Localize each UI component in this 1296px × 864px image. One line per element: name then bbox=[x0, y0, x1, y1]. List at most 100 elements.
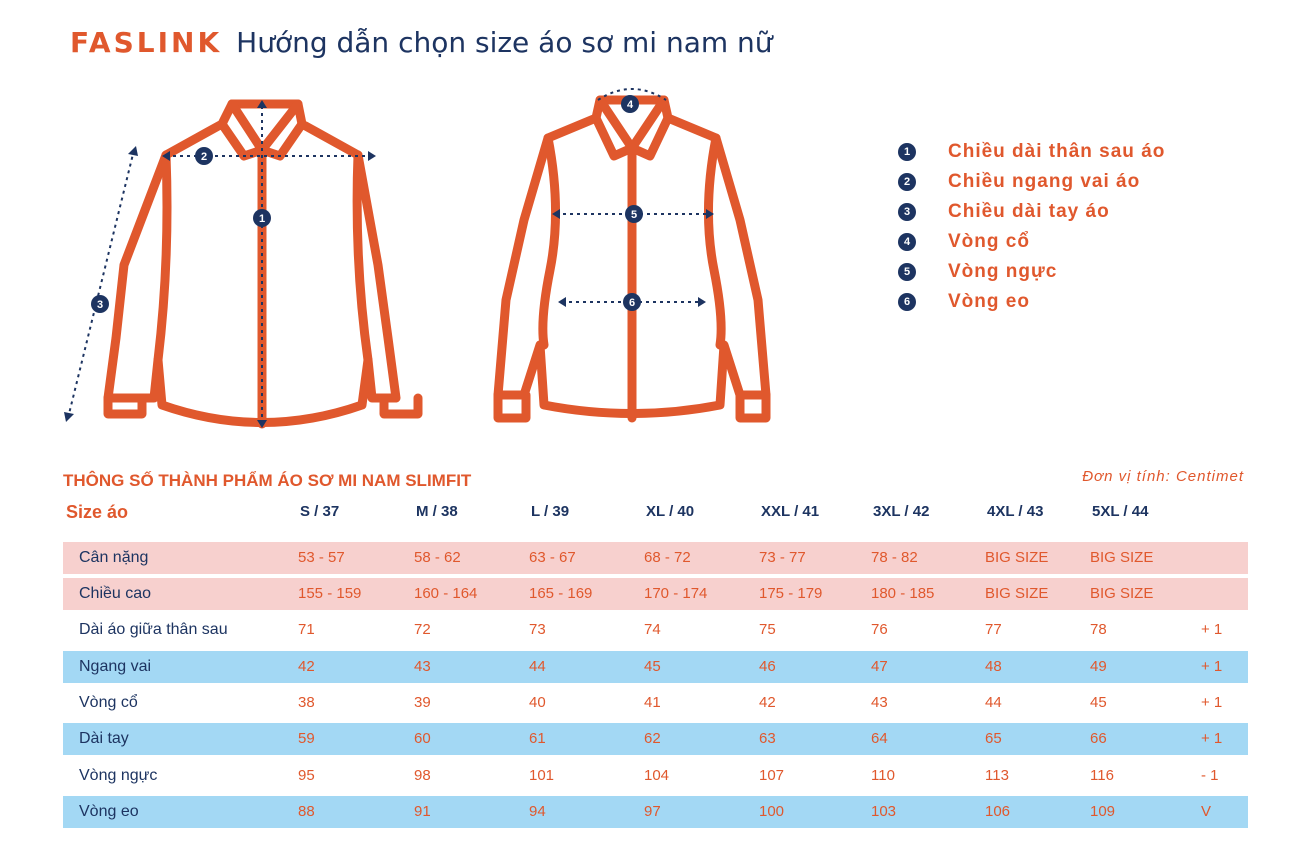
table-cell: 97 bbox=[644, 803, 661, 820]
tolerance-cell: + 1 bbox=[1201, 730, 1223, 747]
table-cell: BIG SIZE bbox=[985, 585, 1049, 602]
marker-1-icon: 1 bbox=[253, 209, 271, 227]
shirt-front-illustration bbox=[103, 99, 423, 429]
legend-number-icon: 5 bbox=[898, 263, 916, 281]
size-header-label: Size áo bbox=[66, 502, 129, 522]
marker-3-icon: 3 bbox=[91, 295, 109, 313]
tolerance-cell: + 1 bbox=[1201, 694, 1223, 711]
table-cell: 91 bbox=[414, 803, 431, 820]
legend-item: 6 Vòng eo bbox=[898, 287, 1165, 317]
table-cell: 47 bbox=[871, 658, 888, 675]
table-cell: 109 bbox=[1090, 803, 1116, 820]
row-label: Ngang vai bbox=[79, 658, 152, 675]
table-cell: 78 bbox=[1090, 621, 1107, 638]
table-cell: 42 bbox=[298, 658, 315, 675]
brand-logo: FASLINK bbox=[70, 26, 223, 59]
legend-number-icon: 4 bbox=[898, 233, 916, 251]
table-cell: 78 - 82 bbox=[871, 549, 918, 566]
table-cell: 100 bbox=[759, 803, 785, 820]
table-cell: 62 bbox=[644, 730, 661, 747]
table-cell: 63 bbox=[759, 730, 776, 747]
svg-text:5: 5 bbox=[631, 209, 637, 221]
table-cell: 160 - 164 bbox=[414, 585, 478, 602]
svg-text:4: 4 bbox=[627, 99, 634, 111]
table-cell: 180 - 185 bbox=[871, 585, 935, 602]
legend-label: Vòng cổ bbox=[948, 231, 1030, 252]
table-row: Dài áo giữa thân sau 71 72 73 74 75 76 77 78 + 1 bbox=[63, 614, 1248, 646]
tolerance-cell: - 1 bbox=[1201, 767, 1219, 784]
legend-item: 3 Chiều dài tay áo bbox=[898, 197, 1165, 227]
table-cell: 45 bbox=[644, 658, 661, 675]
table-cell: 175 - 179 bbox=[759, 585, 823, 602]
row-label: Vòng cổ bbox=[79, 694, 138, 711]
svg-text:6: 6 bbox=[629, 297, 635, 309]
size-header-row: Size áo S / 37 M / 38 L / 39 XL / 40 XXL / 4… bbox=[63, 496, 1248, 528]
table-cell: 59 bbox=[298, 730, 315, 747]
table-cell: 43 bbox=[871, 694, 888, 711]
marker-2-icon: 2 bbox=[195, 147, 213, 165]
table-cell: 72 bbox=[414, 621, 431, 638]
table-cell: 39 bbox=[414, 694, 431, 711]
legend-item: 2 Chiều ngang vai áo bbox=[898, 167, 1165, 197]
table-cell: 94 bbox=[529, 803, 546, 820]
table-cell: 110 bbox=[871, 767, 895, 784]
size-column-header: 3XL / 42 bbox=[873, 503, 930, 520]
table-cell: 58 - 62 bbox=[414, 549, 461, 566]
size-column-header: XL / 40 bbox=[646, 503, 695, 520]
table-cell: 63 - 67 bbox=[529, 549, 576, 566]
table-cell: 64 bbox=[871, 730, 888, 747]
legend-label: Vòng eo bbox=[948, 291, 1030, 312]
table-title: THÔNG SỐ THÀNH PHẨM ÁO SƠ MI NAM SLIMFIT bbox=[63, 471, 472, 490]
legend-item: 4 Vòng cổ bbox=[898, 227, 1165, 257]
page-title: Hướng dẫn chọn size áo sơ mi nam nữ bbox=[236, 26, 773, 59]
tolerance-cell: + 1 bbox=[1201, 621, 1223, 638]
table-cell: 107 bbox=[759, 767, 785, 784]
table-cell: 49 bbox=[1090, 658, 1107, 675]
table-cell: 68 - 72 bbox=[644, 549, 691, 566]
table-cell: 74 bbox=[644, 621, 661, 638]
measurement-markers: 1 2 3 4 5 6 bbox=[91, 95, 643, 313]
tolerance-cell: V bbox=[1201, 803, 1212, 820]
table-cell: 65 bbox=[985, 730, 1002, 747]
measurement-arrows bbox=[64, 100, 714, 428]
row-label: Dài tay bbox=[79, 730, 129, 747]
legend-item: 1 Chiều dài thân sau áo bbox=[898, 137, 1165, 167]
table-cell: 165 - 169 bbox=[529, 585, 593, 602]
table-cell: 71 bbox=[298, 621, 315, 638]
table-cell: 43 bbox=[414, 658, 431, 675]
legend-number-icon: 1 bbox=[898, 143, 916, 161]
size-column-header: 4XL / 43 bbox=[987, 503, 1044, 520]
table-cell: 101 bbox=[529, 767, 555, 784]
row-label: Dài áo giữa thân sau bbox=[79, 621, 228, 638]
table-row: Vòng ngực 95 98 101 104 107 110 113 116 - 1 bbox=[63, 760, 1248, 792]
table-row: Dài tay 59 60 61 62 63 64 65 66 + 1 bbox=[63, 723, 1248, 755]
table-cell: 88 bbox=[298, 803, 315, 820]
table-cell: 73 - 77 bbox=[759, 549, 806, 566]
table-cell: 46 bbox=[759, 658, 776, 675]
table-cell: 40 bbox=[529, 694, 546, 711]
row-label: Cân nặng bbox=[79, 549, 149, 566]
table-cell: 53 - 57 bbox=[298, 549, 345, 566]
legend-number-icon: 2 bbox=[898, 173, 916, 191]
table-cell: 42 bbox=[759, 694, 776, 711]
marker-6-icon: 6 bbox=[623, 293, 641, 311]
row-label: Vòng eo bbox=[79, 803, 139, 820]
table-cell: 76 bbox=[871, 621, 888, 638]
table-cell: 170 - 174 bbox=[644, 585, 708, 602]
table-cell: 60 bbox=[414, 730, 431, 747]
table-cell: 44 bbox=[985, 694, 1002, 711]
table-row: Vòng eo 88 91 94 97 100 103 106 109 V bbox=[63, 796, 1248, 828]
table-cell: 103 bbox=[871, 803, 897, 820]
table-cell: 98 bbox=[414, 767, 431, 784]
shirt-back-illustration bbox=[493, 95, 771, 423]
marker-4-icon: 4 bbox=[621, 95, 639, 113]
row-label: Chiều cao bbox=[79, 585, 152, 602]
row-label: Vòng ngực bbox=[79, 767, 158, 784]
table-cell: 38 bbox=[298, 694, 315, 711]
table-cell: 75 bbox=[759, 621, 776, 638]
svg-text:2: 2 bbox=[201, 151, 207, 163]
size-column-header: XXL / 41 bbox=[761, 503, 820, 520]
shirt-diagram: 1 2 3 4 5 6 bbox=[64, 88, 771, 429]
table-cell: 44 bbox=[529, 658, 546, 675]
legend-label: Chiều dài thân sau áo bbox=[948, 141, 1166, 162]
